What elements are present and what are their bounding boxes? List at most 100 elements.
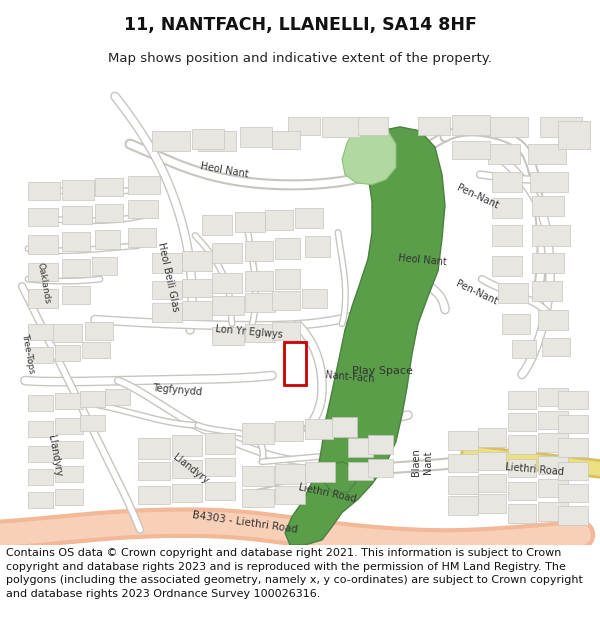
Bar [498,283,528,304]
Bar [538,479,568,498]
Bar [242,423,274,444]
Bar [492,171,522,192]
Bar [28,492,53,509]
Text: Pen-Nant: Pen-Nant [454,279,499,307]
Bar [272,131,300,149]
Bar [55,392,83,409]
Bar [182,251,212,271]
Text: Llandyry: Llandyry [46,434,63,478]
Bar [265,210,293,231]
Bar [192,129,224,149]
Bar [558,391,588,409]
Text: Liethri Road: Liethri Road [505,462,564,477]
Bar [182,279,212,298]
Bar [508,413,536,431]
Bar [242,466,274,486]
Bar [508,459,536,477]
Bar [55,489,83,506]
Bar [284,342,306,384]
Bar [528,144,566,164]
Bar [530,171,568,192]
Bar [245,271,273,291]
Bar [508,436,536,454]
Bar [202,215,232,236]
Text: Contains OS data © Crown copyright and database right 2021. This information is : Contains OS data © Crown copyright and d… [6,548,583,599]
Bar [558,462,588,480]
Bar [240,127,272,147]
Bar [82,342,110,358]
Bar [242,489,274,508]
Text: Oaklands: Oaklands [36,262,52,304]
Bar [182,301,212,319]
Bar [275,464,305,484]
Bar [452,141,490,159]
Bar [212,242,242,263]
Bar [28,236,58,254]
Bar [275,421,303,441]
Text: Llandyry: Llandyry [171,452,210,486]
Bar [558,484,588,502]
Bar [245,324,275,342]
Bar [558,121,590,149]
Bar [28,289,58,308]
Polygon shape [342,125,396,185]
Bar [80,415,105,431]
Bar [538,503,568,521]
Bar [62,286,90,304]
Bar [540,117,582,137]
Bar [138,462,170,480]
Bar [478,494,506,512]
Bar [508,391,536,409]
Bar [332,417,357,437]
Bar [85,322,113,340]
Bar [478,428,506,446]
Text: 11, NANTFACH, LLANELLI, SA14 8HF: 11, NANTFACH, LLANELLI, SA14 8HF [124,16,476,34]
Bar [275,486,305,504]
Bar [368,459,393,477]
Bar [492,198,522,218]
Bar [488,144,520,164]
Text: Play Space: Play Space [352,366,412,376]
Text: Heol Nant: Heol Nant [200,162,249,180]
Bar [492,256,522,276]
Text: B4303 - Liethri Road: B4303 - Liethri Road [192,510,299,535]
Text: Heol Nant: Heol Nant [398,253,447,267]
Bar [492,225,522,246]
Bar [62,206,92,224]
Bar [512,340,536,358]
Bar [80,391,105,407]
Bar [502,314,530,334]
Bar [95,204,123,222]
Bar [172,484,202,502]
Bar [295,208,323,228]
Bar [212,273,242,293]
Bar [172,460,202,478]
Bar [305,236,330,257]
Bar [245,241,273,261]
Bar [272,322,300,340]
Bar [198,131,236,151]
Bar [138,486,170,504]
Bar [92,257,117,275]
Bar [305,419,333,439]
Bar [205,458,235,476]
Bar [358,117,388,135]
Bar [558,438,588,457]
Bar [152,304,182,322]
Polygon shape [324,462,356,492]
Bar [138,438,170,459]
Bar [448,476,478,494]
Bar [128,228,156,247]
Bar [490,117,528,137]
Polygon shape [285,127,445,545]
Bar [532,196,564,216]
Bar [275,239,300,259]
Bar [418,117,450,135]
Bar [62,179,94,200]
Bar [128,200,158,218]
Bar [538,456,568,474]
Bar [28,469,53,485]
Bar [55,466,83,482]
Bar [62,232,90,251]
Bar [95,231,120,249]
